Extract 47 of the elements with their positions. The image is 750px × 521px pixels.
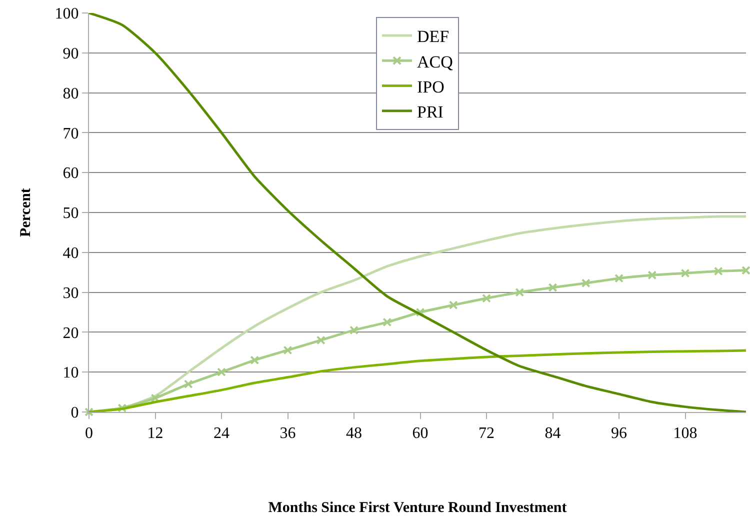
y-axis-title: Percent (18, 188, 34, 237)
y-tick-label: 10 (62, 364, 79, 382)
point (714, 266, 723, 276)
point (118, 404, 127, 413)
legend-label: ACQ (417, 52, 453, 72)
x-axis-title: Months Since First Venture Round Investment (268, 500, 567, 516)
point (350, 326, 359, 335)
legend-label: IPO (417, 77, 444, 96)
y-tick-label: 20 (62, 324, 79, 342)
point (382, 318, 392, 327)
y-tick-label: 80 (62, 85, 79, 102)
y-tick-label: 100 (54, 6, 79, 23)
y-tick-label: 70 (62, 125, 79, 142)
x-tick-label: 24 (214, 425, 230, 442)
point (250, 356, 260, 365)
y-tick-label: 0 (70, 404, 79, 422)
point (680, 268, 690, 278)
point (482, 294, 492, 303)
y-tick-label: 50 (62, 205, 79, 222)
point (515, 288, 524, 297)
y-tick-label: 90 (62, 46, 79, 62)
x-tick-label: 12 (147, 425, 164, 442)
point (416, 308, 425, 317)
x-tick-label: 96 (611, 425, 628, 442)
legend-label: DEF (417, 27, 450, 46)
point (316, 336, 326, 345)
point (581, 278, 590, 288)
point (283, 346, 292, 355)
x-tick-label: 36 (280, 425, 296, 442)
legend-label: PRI (417, 102, 444, 122)
x-tick-label: 108 (673, 425, 698, 442)
point (614, 274, 624, 283)
point (742, 266, 750, 275)
y-tick-label: 60 (62, 165, 79, 182)
point (548, 283, 558, 292)
point (217, 368, 226, 377)
x-tick-label: 48 (346, 425, 362, 442)
y-tick-label: 30 (62, 284, 79, 302)
point (84, 408, 94, 416)
x-tick-label: 0 (85, 425, 93, 442)
x-tick-label: 60 (412, 425, 428, 442)
point (648, 270, 657, 280)
y-tick-label: 40 (62, 245, 79, 262)
x-tick-label: 84 (544, 425, 561, 442)
x-tick-label: 72 (478, 425, 495, 442)
point (448, 300, 458, 310)
point (184, 380, 193, 389)
